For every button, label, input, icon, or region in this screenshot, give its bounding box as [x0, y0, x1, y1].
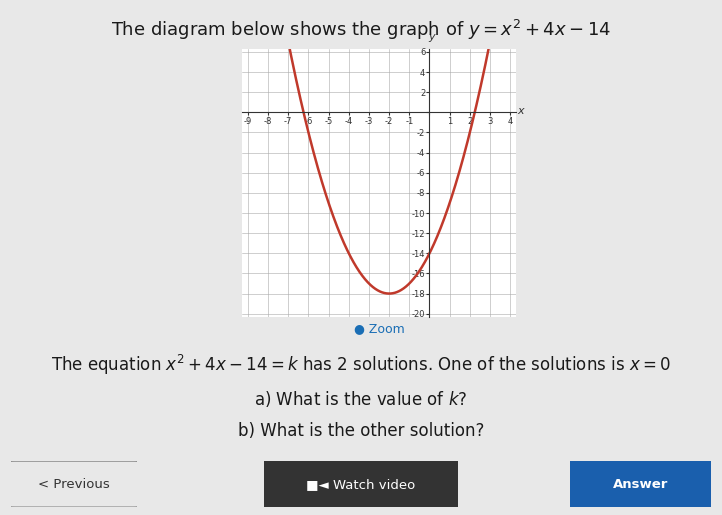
FancyBboxPatch shape: [4, 461, 144, 507]
FancyBboxPatch shape: [252, 461, 470, 507]
Text: The equation $x^2 + 4x - 14 = k$ has 2 solutions. One of the solutions is $x = 0: The equation $x^2 + 4x - 14 = k$ has 2 s…: [51, 353, 671, 377]
Text: ■◄ Watch video: ■◄ Watch video: [306, 477, 416, 491]
Text: < Previous: < Previous: [38, 477, 110, 491]
Text: Answer: Answer: [613, 477, 669, 491]
Text: a) What is the value of $k$?: a) What is the value of $k$?: [254, 389, 468, 409]
Text: $x$: $x$: [517, 106, 526, 116]
Text: ● Zoom: ● Zoom: [354, 322, 404, 335]
FancyBboxPatch shape: [562, 461, 720, 507]
Text: b) What is the other solution?: b) What is the other solution?: [238, 422, 484, 440]
Text: The diagram below shows the graph of $y = x^2 + 4x - 14$: The diagram below shows the graph of $y …: [111, 18, 611, 42]
Text: $y$: $y$: [428, 32, 437, 44]
